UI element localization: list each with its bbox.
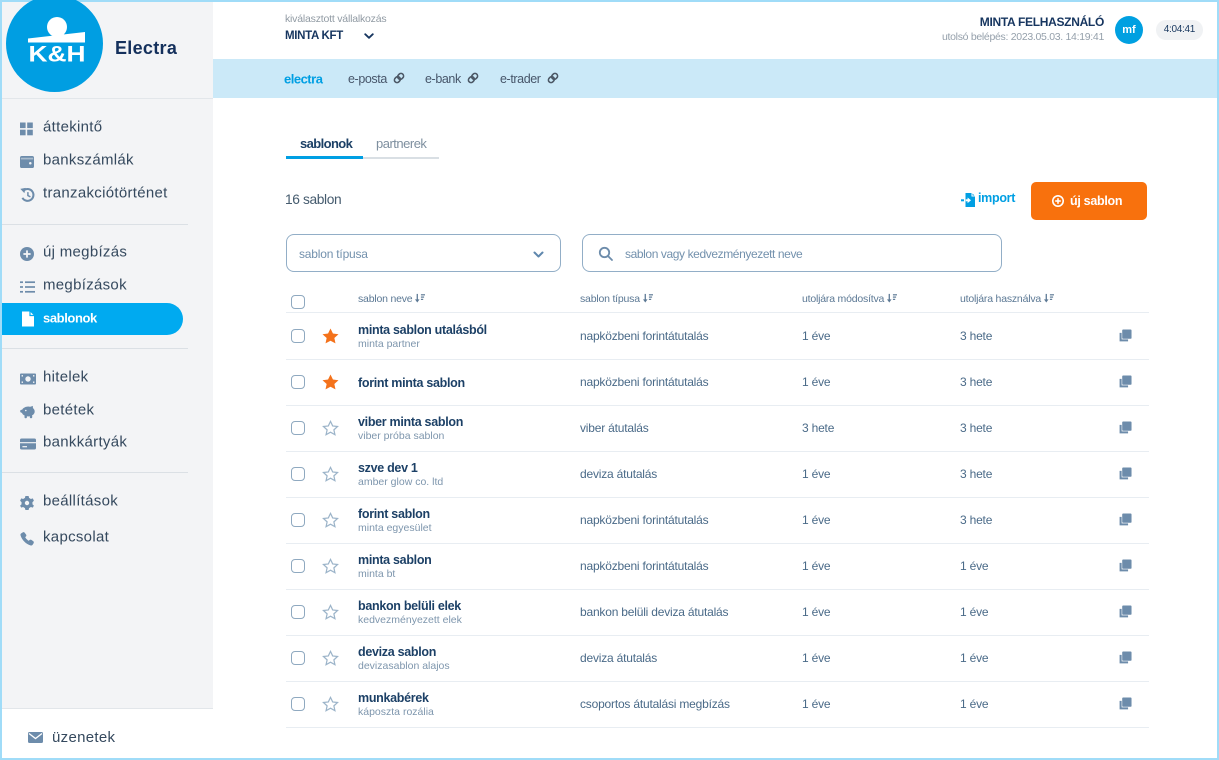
svg-text:K&H: K&H xyxy=(29,42,86,67)
